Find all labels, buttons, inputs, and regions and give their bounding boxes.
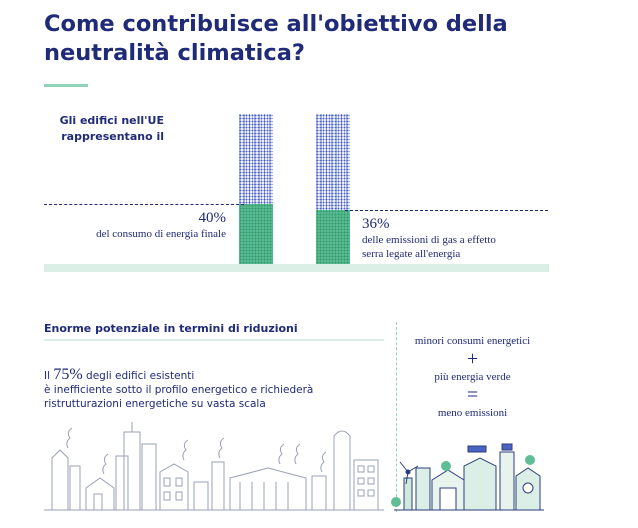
emissions-dashed-line [345,210,548,211]
stat-line2: è inefficiente sotto il profilo energeti… [44,384,314,396]
section-underline [44,339,384,341]
energy-description: del consumo di energia finale [96,228,226,240]
inefficiency-stat: Il 75% degli edifici esistenti è ineffic… [44,366,344,411]
emissions-percentage: 36% [362,216,390,232]
page-title: Come contribuisce all'obiettivo della ne… [44,11,508,66]
tower-share-energy-fill [239,204,273,264]
formula-line-3: meno emissioni [437,407,508,419]
stat-line1: degli edifici esistenti [86,370,195,382]
energy-stat: 40% del consumo di energia finale [60,210,226,241]
energy-dashed-line [44,204,244,205]
plus-sign: + [466,348,479,370]
tower-upper-part [239,114,273,204]
buildings-intro-text: Gli edifici nell'UE rappresentano il [59,114,164,143]
city-illustration [44,422,544,511]
formula-line-2: più energia verde [434,371,511,383]
formula-line-1: minori consumi energetici [414,335,531,347]
ground-band [44,264,549,272]
dashed-separator [396,322,397,512]
emissions-description-line2: serra legate all'energia [362,248,461,260]
energy-consumption-tower [239,114,273,264]
inefficiency-percentage: 75% [53,366,83,383]
stat-line3: ristrutturazioni energetiche su vasta sc… [44,398,266,410]
emissions-stat: 36% delle emissioni di gas a effetto ser… [362,216,562,261]
equals-sign: = [466,384,479,406]
emissions-description-line1: delle emissioni di gas a effetto [362,234,496,246]
building-left [51,449,69,510]
tower-share-emissions-fill [316,210,350,264]
stat-prefix: Il [44,370,51,382]
emissions-tower [316,114,350,264]
title-underline [44,84,88,87]
emissions-formula: minori consumi energetici + più energia … [400,333,545,421]
section-heading: Enorme potenziale in termini di riduzion… [44,322,298,335]
tower-upper-part [316,114,350,210]
energy-percentage: 40% [198,210,227,226]
